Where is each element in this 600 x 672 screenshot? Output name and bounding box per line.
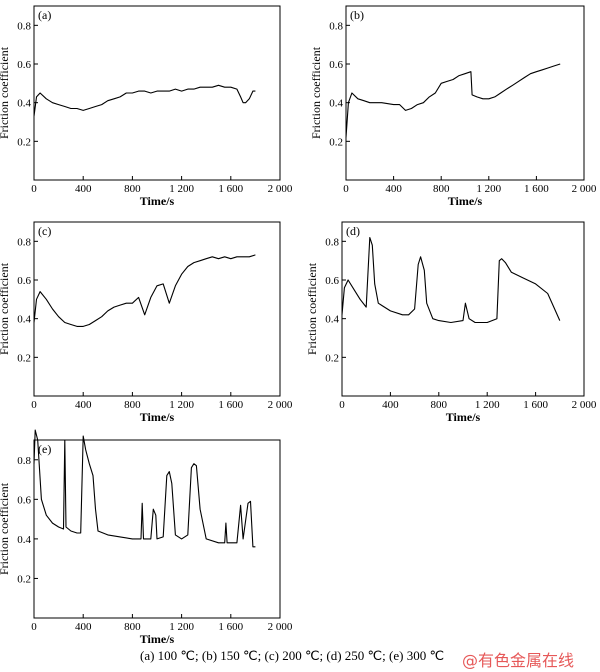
x-axis-label: Time/s [140, 632, 175, 646]
chart-panel-2: 0 400 800 1 200 1 600 2 000 0.2 0.4 0.6 0.8 Time/s… [309, 5, 597, 208]
y-tick-label: 0.4 [17, 314, 31, 326]
figure-caption: (a) 100 ℃; (b) 150 ℃; (c) 200 ℃; (d) 250… [140, 648, 445, 663]
y-tick-label: 0.6 [17, 494, 31, 506]
x-tick-label: 1 200 [475, 399, 500, 411]
x-tick-label: 400 [385, 183, 402, 195]
y-tick-label: 0.8 [17, 455, 31, 467]
chart-panel-1: 0 400 800 1 200 1 600 2 000 0.2 0.4 0.6 0.8 Time/s… [0, 5, 293, 208]
x-axis-label: Time/s [140, 194, 175, 208]
plot-frame [33, 221, 281, 397]
y-axis-label: Friction coefficient [305, 262, 319, 355]
x-tick-label: 2 000 [572, 399, 597, 411]
y-tick-label: 0.2 [329, 136, 343, 148]
y-tick-label: 0.2 [17, 573, 31, 585]
x-tick-label: 0 [31, 183, 37, 195]
x-tick-label: 0 [339, 399, 345, 411]
y-tick-label: 0.4 [17, 534, 31, 546]
x-tick-label: 2 000 [268, 399, 293, 411]
x-axis-label: Time/s [140, 410, 175, 424]
y-tick-label: 0.2 [325, 352, 339, 364]
x-tick-label: 400 [75, 399, 92, 411]
y-axis-label: Friction coefficient [309, 46, 323, 139]
panel-label: (c) [38, 224, 51, 238]
series-line [33, 429, 256, 548]
y-tick-label: 0.8 [17, 20, 31, 32]
x-tick-label: 800 [431, 399, 448, 411]
y-axis-label: Friction coefficient [0, 262, 11, 355]
series-line [341, 236, 561, 324]
y-tick-label: 0.4 [325, 314, 339, 326]
y-axis-label: Friction coefficient [0, 46, 11, 139]
y-tick-label: 0.6 [329, 59, 343, 71]
x-tick-label: 1 600 [524, 183, 549, 195]
plot-frame [33, 439, 281, 619]
y-tick-label: 0.4 [329, 98, 343, 110]
y-tick-label: 0.8 [17, 236, 31, 248]
plot-frame [345, 5, 585, 181]
y-tick-label: 0.6 [17, 59, 31, 71]
x-axis-label: Time/s [446, 410, 481, 424]
plot-frame [33, 5, 281, 181]
x-tick-label: 0 [31, 621, 37, 633]
x-tick-label: 800 [124, 399, 141, 411]
x-tick-label: 1 600 [218, 183, 243, 195]
x-tick-label: 1 200 [169, 621, 194, 633]
watermark: @有色金属在线 [462, 651, 575, 670]
plot-frame [341, 221, 585, 397]
x-tick-label: 2 000 [268, 621, 293, 633]
y-tick-label: 0.4 [17, 98, 31, 110]
y-axis-label: Friction coefficient [0, 482, 11, 575]
x-tick-label: 1 200 [169, 183, 194, 195]
x-tick-label: 2 000 [572, 183, 597, 195]
x-tick-label: 1 600 [218, 621, 243, 633]
x-tick-label: 800 [124, 621, 141, 633]
y-tick-label: 0.6 [325, 275, 339, 287]
x-tick-label: 400 [382, 399, 399, 411]
x-tick-label: 2 000 [268, 183, 293, 195]
x-tick-label: 0 [31, 399, 37, 411]
chart-panel-3: 0 400 800 1 200 1 600 2 000 0.2 0.4 0.6 0.8 Time/s… [0, 221, 293, 424]
x-tick-label: 0 [343, 183, 349, 195]
y-tick-label: 0.2 [17, 136, 31, 148]
x-tick-label: 1 600 [523, 399, 548, 411]
x-tick-label: 800 [124, 183, 141, 195]
series-line [33, 254, 256, 327]
panel-label: (b) [350, 8, 364, 22]
panel-label: (a) [38, 8, 51, 22]
series-line [345, 63, 561, 138]
x-tick-label: 800 [433, 183, 450, 195]
x-axis-label: Time/s [448, 194, 483, 208]
y-tick-label: 0.2 [17, 352, 31, 364]
y-tick-label: 0.8 [325, 236, 339, 248]
x-tick-label: 1 200 [476, 183, 501, 195]
y-tick-label: 0.6 [17, 275, 31, 287]
x-tick-label: 1 200 [169, 399, 194, 411]
x-tick-label: 400 [75, 621, 92, 633]
series-line [33, 84, 256, 117]
panel-label: (d) [346, 224, 360, 238]
x-tick-label: 1 600 [218, 399, 243, 411]
y-tick-label: 0.8 [329, 20, 343, 32]
x-tick-label: 400 [75, 183, 92, 195]
chart-panel-5: 0 400 800 1 200 1 600 2 000 0.2 0.4 0.6 0.8 Time/s… [0, 429, 293, 646]
panel-label: (e) [38, 442, 51, 456]
chart-panel-4: 0 400 800 1 200 1 600 2 000 0.2 0.4 0.6 0.8 Time/s… [305, 221, 597, 424]
